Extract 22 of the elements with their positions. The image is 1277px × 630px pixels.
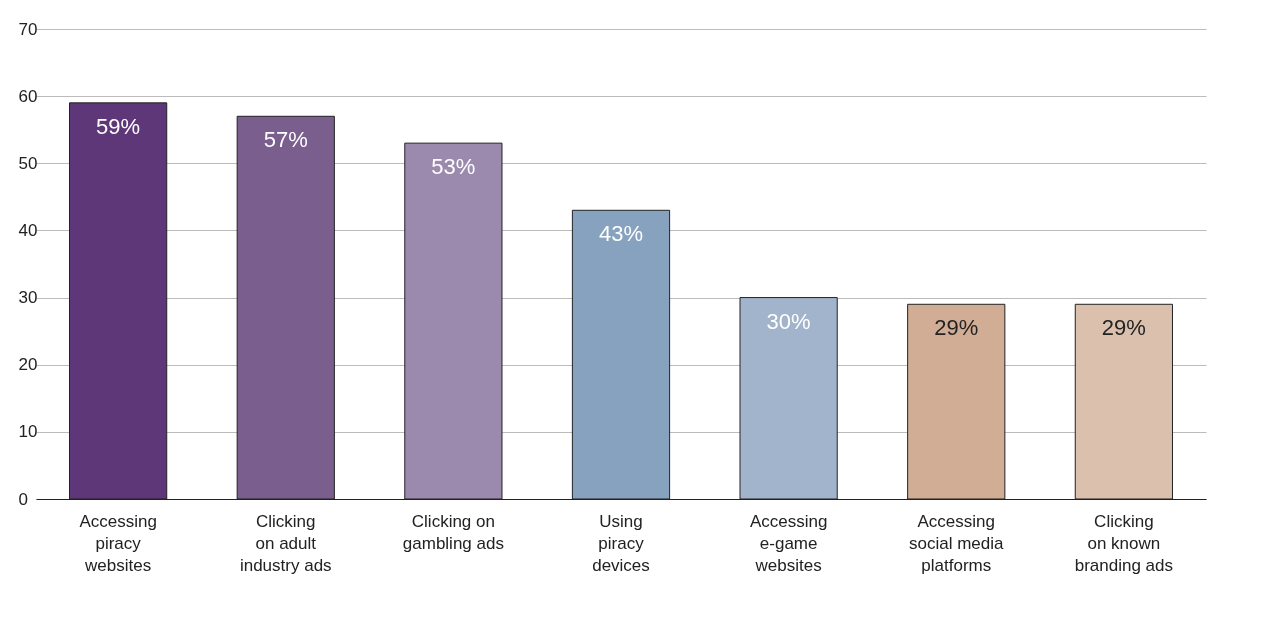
x-tick-label: Accessing piracy websites [79,511,157,575]
y-tick-label: 50 [18,153,38,173]
x-tick-label: Clicking on gambling ads [402,511,504,553]
data-label: 59% [96,113,141,139]
x-tick-label: Accessing e-game websites [749,511,828,575]
y-tick-label: 60 [18,86,38,106]
data-label: 53% [431,154,476,180]
x-tick-label: Accessing social media platforms [908,511,1005,575]
x-tick-label: Using piracy devices [592,511,650,575]
y-tick-label: 30 [18,288,38,308]
data-label: 29% [934,315,979,341]
data-label: 57% [263,127,308,153]
data-label: 43% [598,221,644,247]
x-tick-label: Clicking on known branding ads [1074,511,1174,575]
y-tick-label: 0 [18,489,28,509]
y-tick-label: 10 [18,422,38,442]
data-label: 30% [766,308,811,334]
y-tick-label: 70 [18,19,38,39]
y-tick-label: 40 [18,220,38,240]
y-tick-label: 20 [18,355,38,375]
data-label: 29% [1101,315,1146,341]
x-tick-label: Clicking on adult industry ads [239,511,332,575]
